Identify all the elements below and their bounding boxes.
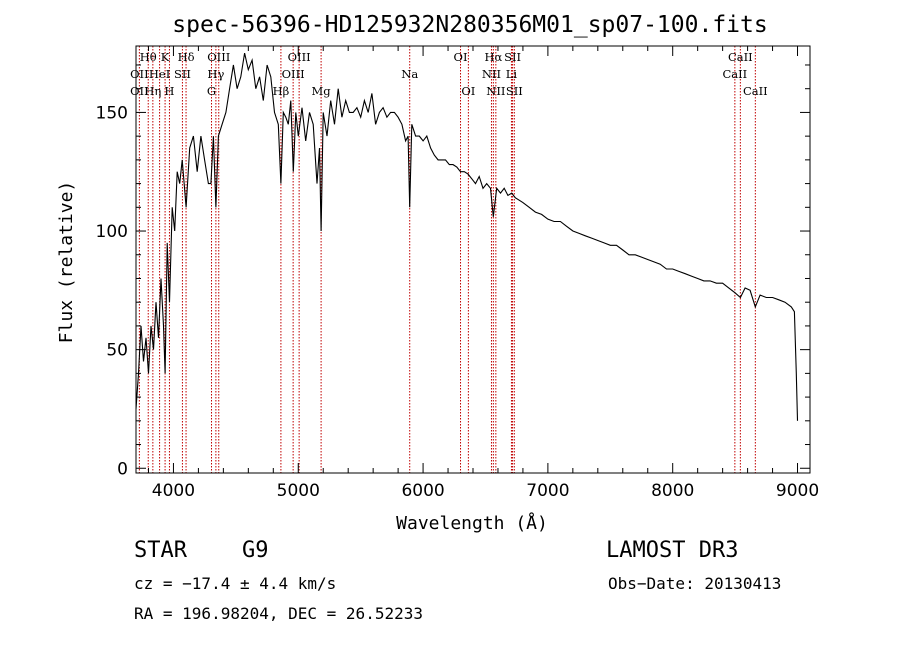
line-label: Hγ [207,67,224,81]
y-tick-label: 100 [96,222,128,242]
line-label: OI [461,84,475,98]
x-axis-label: Wavelength (Å) [396,512,548,534]
x-tick-label: 8000 [651,481,694,501]
plot-frame [135,45,811,474]
coordinates: RA = 196.98204, DEC = 26.52233 [134,604,423,623]
line-label: NII [486,84,505,98]
line-label: HeI [149,67,170,81]
line-label: Hα [484,50,502,64]
line-label: CaII [728,50,753,64]
line-label: Hη [144,84,161,98]
line-label: OII [130,84,149,98]
x-tick-label: 4000 [152,481,195,501]
line-label: CaII [722,67,747,81]
line-label: Mg [312,84,332,98]
y-axis: 0 50 100 150 [96,64,810,479]
spectral-subclass: G9 [242,538,269,563]
x-tick-label: 9000 [776,481,819,501]
object-class: STAR [134,538,187,563]
emission-line-markers [138,46,756,473]
x-tick-label: 7000 [526,481,569,501]
survey-name: LAMOST DR3 [606,538,739,563]
line-label: Hδ [178,50,195,64]
y-tick-label: 150 [96,103,128,123]
observation-date: Obs−Date: 20130413 [608,574,782,593]
line-label: SII [506,84,523,98]
line-label: OI [454,50,468,64]
line-label: K [161,50,170,64]
x-axis: 4000 5000 6000 7000 8000 9000 [147,46,819,501]
line-label: SII [174,67,191,81]
y-tick-label: 0 [117,459,128,479]
line-label: Na [401,67,418,81]
line-label: OIII [282,67,305,81]
x-tick-label: 6000 [401,481,444,501]
redshift-value: cz = −17.4 ± 4.4 km/s [134,574,337,593]
line-label: SII [504,50,521,64]
line-label: CaII [743,84,768,98]
chart-title: spec-56396-HD125932N280356M01_sp07-100.f… [172,12,767,38]
line-label: OIII [207,50,230,64]
line-label: OIII [288,50,311,64]
line-label: Li [506,67,518,81]
spectrum-curve [135,52,799,421]
y-tick-label: 50 [106,341,128,361]
line-label: G [207,84,216,98]
x-tick-label: 5000 [277,481,320,501]
line-label: OII [130,67,149,81]
line-label: NII [482,67,501,81]
line-label: H [164,84,174,98]
y-axis-label: Flux (relative) [56,181,77,344]
line-label: Hβ [273,84,290,98]
line-label: Hθ [140,50,157,64]
